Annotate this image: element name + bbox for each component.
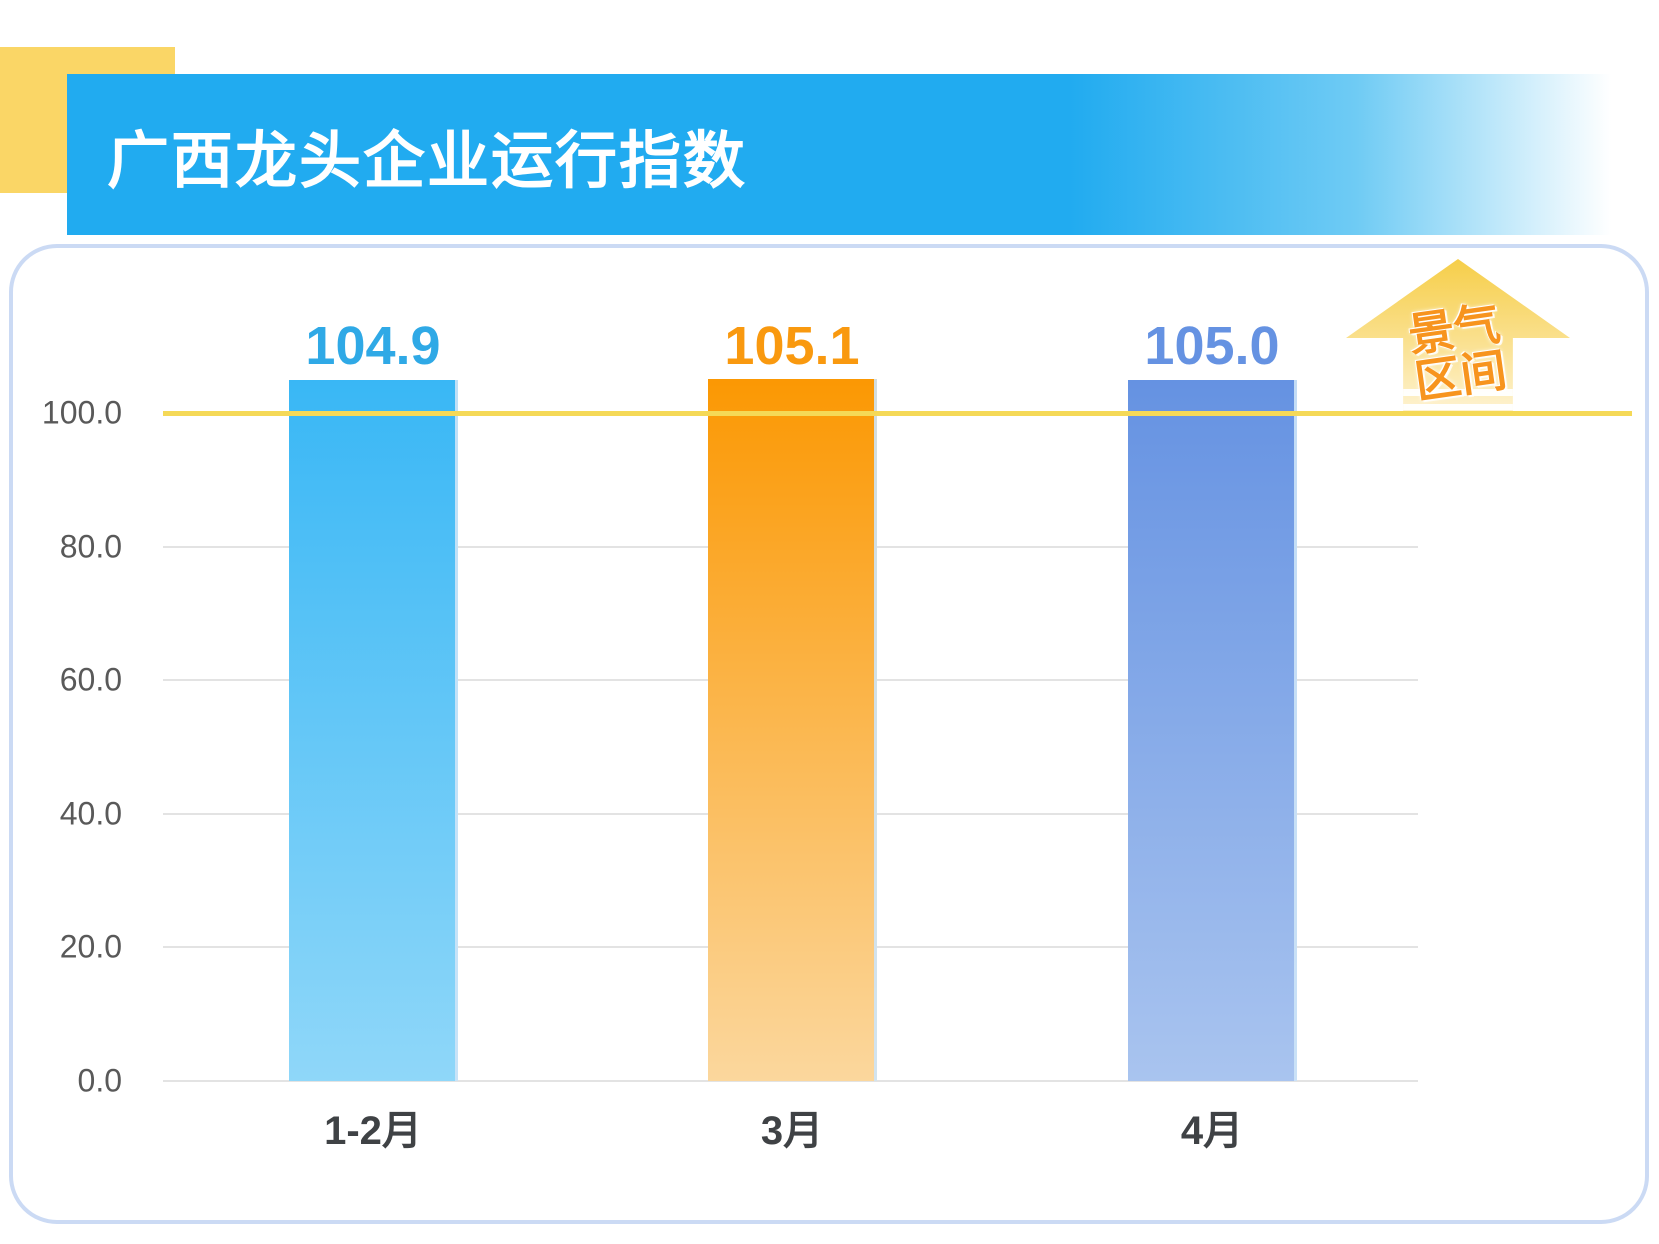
- title-banner: 广西龙头企业运行指数: [67, 74, 1659, 235]
- bar-jan-feb: [289, 380, 458, 1081]
- bar-april: [1128, 380, 1297, 1081]
- value-label-jan-feb: 104.9: [305, 316, 441, 376]
- value-label-april: 105.0: [1144, 316, 1280, 376]
- y-tick-label-80: 80.0: [59, 528, 122, 565]
- reference-line-100: [163, 411, 1632, 416]
- category-label-march: 3月: [760, 1109, 824, 1153]
- category-label-jan-feb: 1-2月: [324, 1109, 422, 1153]
- value-label-march: 105.1: [724, 316, 860, 376]
- arrow-stripe: [1386, 404, 1530, 410]
- page-title: 广西龙头企业运行指数: [107, 126, 748, 196]
- y-tick-label-40: 40.0: [59, 795, 122, 832]
- gridline-0: [163, 1080, 1418, 1082]
- y-tick-label-0: 0.0: [77, 1062, 122, 1099]
- bar-march: [708, 379, 877, 1081]
- category-label-april: 4月: [1180, 1109, 1244, 1153]
- arrow-stripe: [1386, 389, 1530, 396]
- y-tick-label-60: 60.0: [59, 661, 122, 698]
- prosperity-range-label: 景气 区间: [1379, 296, 1536, 409]
- y-tick-label-20: 20.0: [59, 928, 122, 965]
- y-tick-label-100: 100.0: [41, 394, 122, 431]
